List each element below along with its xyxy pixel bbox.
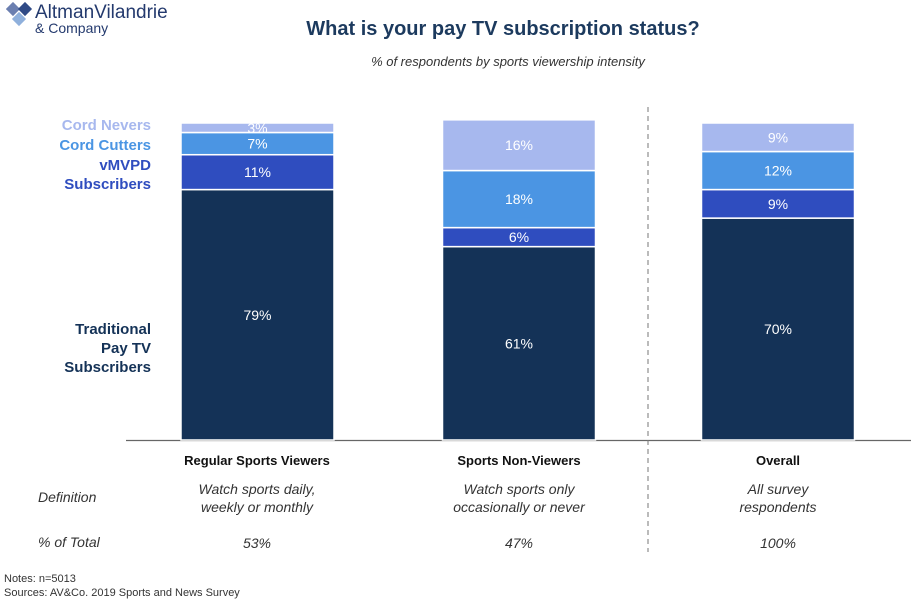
category-label-overall: Overall — [755, 453, 801, 468]
legend-vmvpd-line2: Subscribers — [64, 176, 151, 193]
definition-overall-line1: All survey — [747, 481, 809, 497]
total-overall: 100% — [760, 535, 796, 551]
legend-traditional-line2: Pay TV — [100, 340, 151, 357]
bar-segment-regular-cord-nevers — [180, 122, 335, 134]
bar-segment-nonviewers-cord-nevers — [441, 119, 597, 172]
category-label-nonviewers: Sports Non-Viewers — [457, 453, 581, 468]
data-label-overall-cord-cutters: 12% — [764, 163, 792, 179]
bar-segment-overall-traditional — [700, 217, 856, 441]
legend-vmvpd-line1: vMVPD — [99, 157, 151, 174]
data-label-nonviewers-cord-cutters: 18% — [505, 191, 533, 207]
data-label-regular-cord-nevers: 3% — [247, 120, 267, 136]
definition-nonviewers-line2: occasionally or never — [453, 499, 585, 515]
data-label-nonviewers-vmvpd: 6% — [509, 229, 529, 245]
legend-traditional-line1: Traditional — [75, 321, 151, 338]
bar-segment-overall-vmvpd — [700, 188, 856, 219]
total-regular: 53% — [242, 535, 272, 551]
definition-regular-line1: Watch sports daily, — [198, 481, 316, 497]
data-label-regular-traditional: 79% — [243, 307, 271, 323]
data-label-regular-vmvpd: 11% — [244, 164, 271, 180]
legend-vmvpd: vMVPD Subscribers — [64, 156, 151, 194]
legend-traditional: Traditional Pay TV Subscribers — [64, 320, 151, 377]
legend-cord-nevers: Cord Nevers — [61, 117, 151, 134]
notes-sources: Sources: AV&Co. 2019 Sports and News Sur… — [4, 587, 240, 599]
definition-overall-line2: respondents — [739, 499, 817, 515]
notes-sample: Notes: n=5013 — [4, 573, 76, 585]
brand-name: AltmanVilandrie — [35, 2, 168, 23]
data-label-nonviewers-cord-nevers: 16% — [505, 137, 533, 153]
legend-cord-cutters: Cord Cutters — [59, 137, 151, 154]
data-label-overall-cord-nevers: 9% — [768, 129, 788, 145]
bar-segment-overall-cord-nevers — [700, 122, 856, 153]
definition-regular: Watch sports daily, weekly or monthly — [157, 480, 357, 516]
chart-title: What is your pay TV subscription status? — [306, 18, 700, 40]
definition-nonviewers: Watch sports only occasionally or never — [419, 480, 619, 516]
definition-row-label: Definition — [38, 489, 97, 505]
brand-suffix: & Company — [35, 20, 109, 36]
data-label-regular-cord-cutters: 7% — [247, 136, 267, 152]
definition-regular-line2: weekly or monthly — [200, 499, 314, 515]
brand-logo — [5, 1, 34, 35]
bar-segment-nonviewers-traditional — [441, 245, 597, 441]
bar-segment-nonviewers-cord-cutters — [441, 169, 597, 229]
data-label-overall-vmvpd: 9% — [768, 196, 788, 212]
data-label-overall-traditional: 70% — [764, 321, 792, 337]
brand-logo-icon — [5, 1, 33, 27]
legend-traditional-line3: Subscribers — [64, 359, 151, 376]
data-label-nonviewers-traditional: 61% — [505, 335, 533, 351]
total-nonviewers: 47% — [504, 535, 534, 551]
total-row-label: % of Total — [38, 534, 100, 550]
definition-overall: All survey respondents — [678, 480, 878, 516]
definition-nonviewers-line1: Watch sports only — [463, 481, 575, 497]
chart-subtitle: % of respondents by sports viewership in… — [371, 54, 645, 69]
category-label-regular: Regular Sports Viewers — [184, 453, 330, 468]
